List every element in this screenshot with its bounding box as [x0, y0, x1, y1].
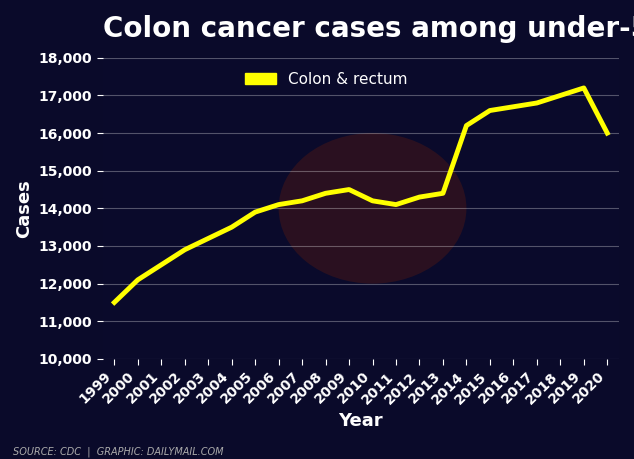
- Y-axis label: Cases: Cases: [15, 179, 33, 238]
- Ellipse shape: [279, 133, 467, 284]
- X-axis label: Year: Year: [339, 412, 383, 430]
- Text: SOURCE: CDC  |  GRAPHIC: DAILYMAIL.COM: SOURCE: CDC | GRAPHIC: DAILYMAIL.COM: [13, 447, 223, 457]
- Text: Colon cancer cases among under-50s in the US: Colon cancer cases among under-50s in th…: [103, 15, 634, 43]
- Legend: Colon & rectum: Colon & rectum: [240, 66, 414, 93]
